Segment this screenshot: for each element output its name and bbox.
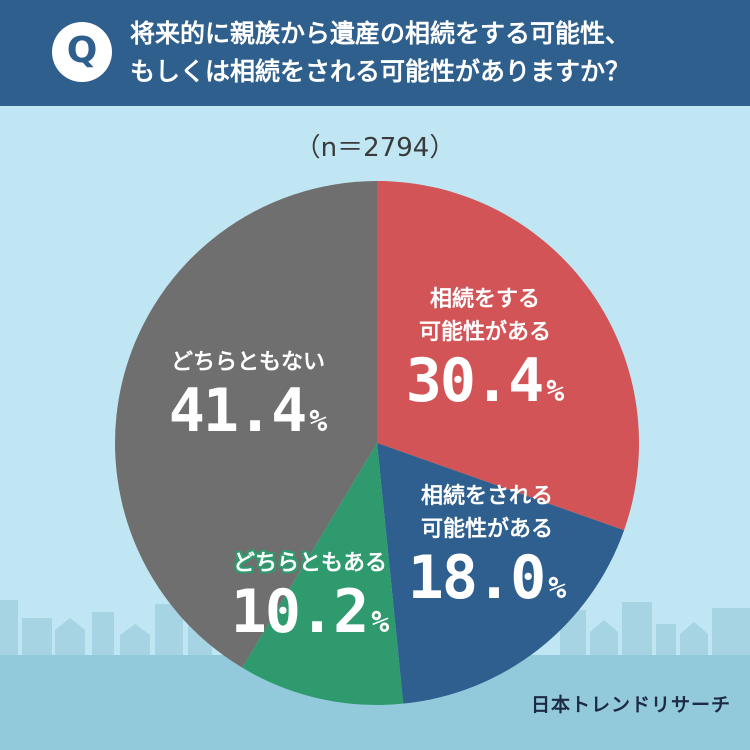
pie-slice-be-inherited xyxy=(377,443,625,704)
city-skyline xyxy=(0,600,750,660)
question-line-2: もしくは相続をされる可能性がありますか？ xyxy=(130,57,631,86)
slice-label-inherit: 相続をする 可能性がある 30.4% xyxy=(406,283,565,424)
question-line-1: 将来的に親族から遺産の相続をする可能性、 xyxy=(130,19,631,48)
percent-unit: % xyxy=(546,374,565,409)
slice-label-both: どちらともある 10.2% xyxy=(231,547,390,655)
slice-label-neither: どちらともない 41.4% xyxy=(169,346,328,454)
slice-category-line: 可能性がある xyxy=(418,320,551,345)
slice-value: 18.0 xyxy=(407,543,546,613)
pie-slice-both xyxy=(242,443,404,706)
slice-category-line: 相続をされる xyxy=(420,484,553,509)
question-header: Q 将来的に親族から遺産の相続をする可能性、 もしくは相続をされる可能性がありま… xyxy=(0,0,750,106)
percent-unit: % xyxy=(371,605,390,640)
brand-logo: 日本トレンドリサーチ xyxy=(531,694,732,716)
pie-slice-inherit xyxy=(377,181,639,531)
slice-percent: 18.0% xyxy=(408,546,567,621)
slice-value: 10.2 xyxy=(230,577,369,647)
question-text: 将来的に親族から遺産の相続をする可能性、 もしくは相続をされる可能性がありますか… xyxy=(130,15,730,91)
slice-category-line: どちらともある xyxy=(232,551,387,576)
percent-unit: % xyxy=(309,404,328,439)
pie-slice-neither xyxy=(115,181,377,668)
slice-value: 30.4 xyxy=(405,346,544,416)
sample-size: （n＝2794） xyxy=(294,133,456,163)
slice-category-line: 可能性がある xyxy=(420,517,553,542)
slice-value: 41.4 xyxy=(168,376,307,446)
slice-percent: 41.4% xyxy=(169,379,328,454)
slice-category-line: どちらともない xyxy=(170,350,325,375)
q-badge: Q xyxy=(52,22,112,82)
slice-percent: 30.4% xyxy=(406,349,565,424)
slice-category-line: 相続をする xyxy=(429,287,540,312)
slice-label-be-inherited: 相続をされる 可能性がある 18.0% xyxy=(408,480,567,621)
percent-unit: % xyxy=(548,571,567,606)
slice-percent: 10.2% xyxy=(231,580,390,655)
